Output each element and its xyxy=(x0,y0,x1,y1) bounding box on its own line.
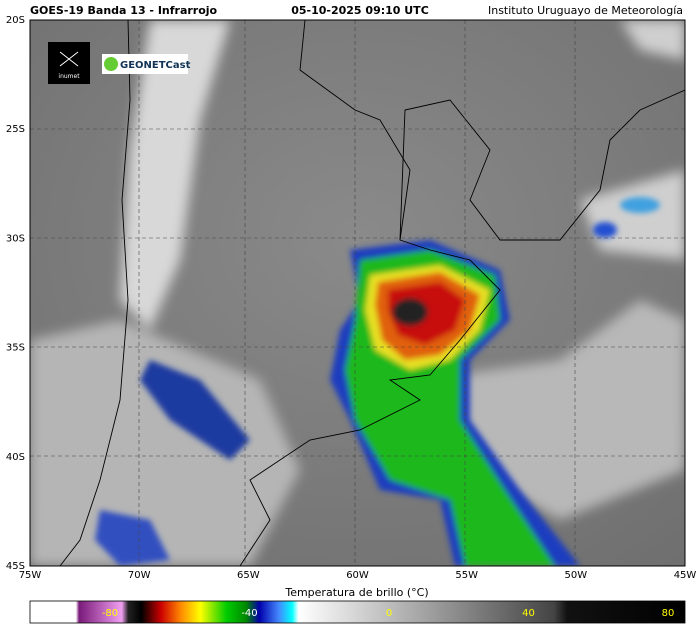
lat-label: 45S xyxy=(6,561,25,572)
title: GOES-19 Banda 13 - Infrarrojo xyxy=(30,4,218,17)
colorbar-tick-label: 80 xyxy=(662,608,675,619)
lon-label: 55W xyxy=(455,570,478,581)
colorbar-tick-label: 40 xyxy=(522,608,535,619)
satellite-image xyxy=(30,20,685,566)
logo-inumet: inumet xyxy=(48,42,90,84)
colorbar xyxy=(29,600,686,624)
lon-label: 75W xyxy=(19,570,42,581)
logo-text: inumet xyxy=(58,73,80,80)
colorbar-tick-label: 0 xyxy=(386,608,392,619)
lon-label: 45W xyxy=(674,570,697,581)
lat-label: 20S xyxy=(6,15,25,26)
logo-text: GEONETCast xyxy=(120,60,191,71)
institution: Instituto Uruguayo de Meteorología xyxy=(488,4,683,17)
lon-label: 70W xyxy=(128,570,151,581)
logo-geonetcast: GEONETCast xyxy=(102,54,191,74)
datetime: 05-10-2025 09:10 UTC xyxy=(291,4,429,17)
lon-label: 60W xyxy=(346,570,369,581)
colorbar-tick-label: -80 xyxy=(102,608,118,619)
lat-label: 35S xyxy=(6,343,25,354)
lon-label: 65W xyxy=(237,570,260,581)
lon-label: 50W xyxy=(565,570,588,581)
map-frame xyxy=(29,19,686,567)
lat-label: 25S xyxy=(6,124,25,135)
lat-label: 40S xyxy=(6,452,25,463)
colorbar-tick-label: -40 xyxy=(241,608,257,619)
colorbar-label: Temperatura de brillo (°C) xyxy=(284,586,428,599)
lat-label: 30S xyxy=(6,233,25,244)
